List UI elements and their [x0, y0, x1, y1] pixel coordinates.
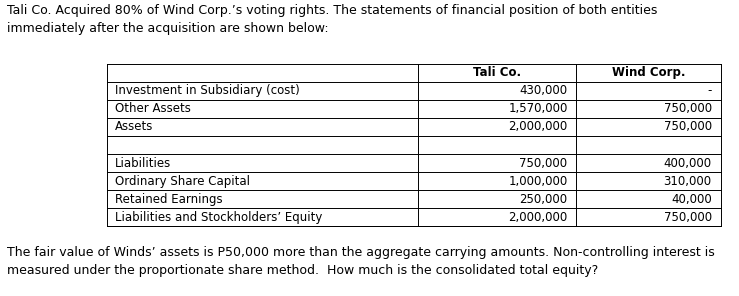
Text: Investment in Subsidiary (cost): Investment in Subsidiary (cost) [115, 84, 299, 97]
Text: 1,000,000: 1,000,000 [508, 175, 568, 188]
Text: Tali Co. Acquired 80% of Wind Corp.’s voting rights. The statements of financial: Tali Co. Acquired 80% of Wind Corp.’s vo… [7, 4, 658, 35]
Text: 2,000,000: 2,000,000 [508, 120, 568, 133]
Text: 750,000: 750,000 [664, 102, 712, 115]
Text: -: - [707, 84, 712, 97]
Text: 2,000,000: 2,000,000 [508, 211, 568, 224]
Text: Tali Co.: Tali Co. [473, 66, 521, 79]
Text: 750,000: 750,000 [664, 120, 712, 133]
Text: 750,000: 750,000 [520, 157, 568, 170]
Text: 1,570,000: 1,570,000 [508, 102, 568, 115]
Text: Ordinary Share Capital: Ordinary Share Capital [115, 175, 250, 188]
Text: The fair value of Winds’ assets is P50,000 more than the aggregate carrying amou: The fair value of Winds’ assets is P50,0… [7, 246, 715, 277]
Text: Wind Corp.: Wind Corp. [612, 66, 685, 79]
Text: Retained Earnings: Retained Earnings [115, 193, 222, 206]
Text: 310,000: 310,000 [664, 175, 712, 188]
Text: Assets: Assets [115, 120, 153, 133]
Text: 250,000: 250,000 [520, 193, 568, 206]
Text: Other Assets: Other Assets [115, 102, 191, 115]
Text: Liabilities and Stockholders’ Equity: Liabilities and Stockholders’ Equity [115, 211, 322, 224]
Text: Liabilities: Liabilities [115, 157, 171, 170]
Text: 40,000: 40,000 [671, 193, 712, 206]
Text: 430,000: 430,000 [520, 84, 568, 97]
Text: 750,000: 750,000 [664, 211, 712, 224]
Text: 400,000: 400,000 [664, 157, 712, 170]
